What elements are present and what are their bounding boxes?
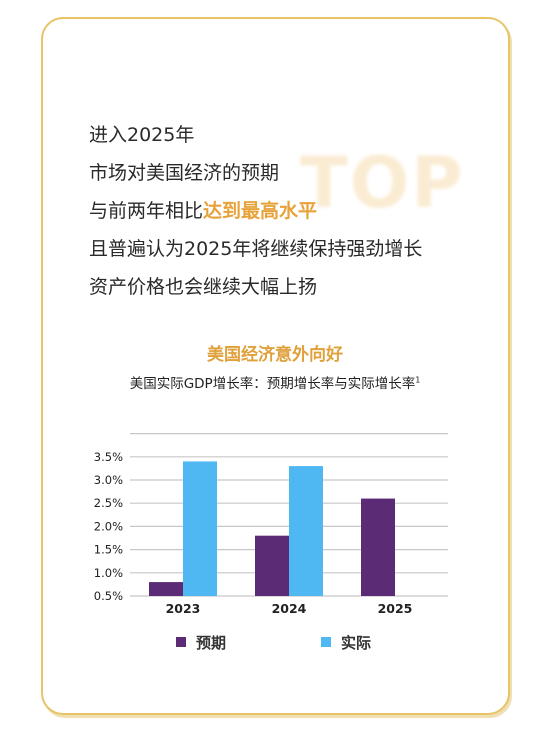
intro-line-3-prefix: 与前两年相比: [89, 200, 204, 222]
bar-forecast: [149, 582, 183, 596]
y-tick-label: 1.5%: [94, 543, 123, 557]
chart-title: 美国经济意外向好: [207, 345, 343, 365]
y-tick-label: 3.0%: [94, 473, 123, 487]
intro-line-5: 资产价格也会继续大幅上扬: [89, 276, 318, 298]
bar-forecast: [361, 498, 395, 596]
y-tick-label: 2.0%: [94, 519, 123, 533]
intro-line-2: 市场对美国经济的预期: [89, 162, 280, 184]
y-tick-label: 1.0%: [94, 566, 123, 580]
legend-label-actual: 实际: [341, 634, 372, 652]
legend-swatch-forecast: [176, 636, 186, 647]
intro-text: 进入2025年 市场对美国经济的预期 与前两年相比达到最高水平 且普遍认为202…: [89, 116, 422, 306]
intro-line-3: 与前两年相比达到最高水平: [89, 192, 422, 230]
x-tick-label: 2023: [166, 601, 201, 616]
bar-actual: [183, 461, 217, 596]
watermark-text: TOP: [300, 142, 465, 224]
intro-line-4: 且普遍认为2025年将继续保持强劲增长: [89, 238, 423, 260]
legend-item-forecast: 预期: [176, 632, 226, 653]
legend-item-actual: 实际: [321, 632, 371, 653]
bar-actual: [289, 466, 323, 596]
chart-subtitle: 美国实际GDP增长率：预期增长率与实际增长率1: [0, 372, 550, 393]
footnote-marker: 1: [415, 375, 421, 385]
intro-highlight: 达到最高水平: [203, 200, 318, 222]
x-tick-label: 2025: [378, 601, 413, 616]
y-tick-label: 3.5%: [94, 450, 123, 464]
y-tick-label: 2.5%: [94, 496, 123, 510]
content-card: [41, 17, 510, 715]
x-tick-label: 2024: [272, 601, 307, 616]
chart-subtitle-text: 美国实际GDP增长率：预期增长率与实际增长率: [129, 376, 416, 392]
bar-forecast: [255, 535, 289, 596]
legend-label-forecast: 预期: [196, 634, 227, 652]
legend-swatch-actual: [321, 636, 331, 647]
y-tick-label: 0.5%: [94, 589, 123, 603]
intro-line-1: 进入2025年: [89, 124, 195, 146]
